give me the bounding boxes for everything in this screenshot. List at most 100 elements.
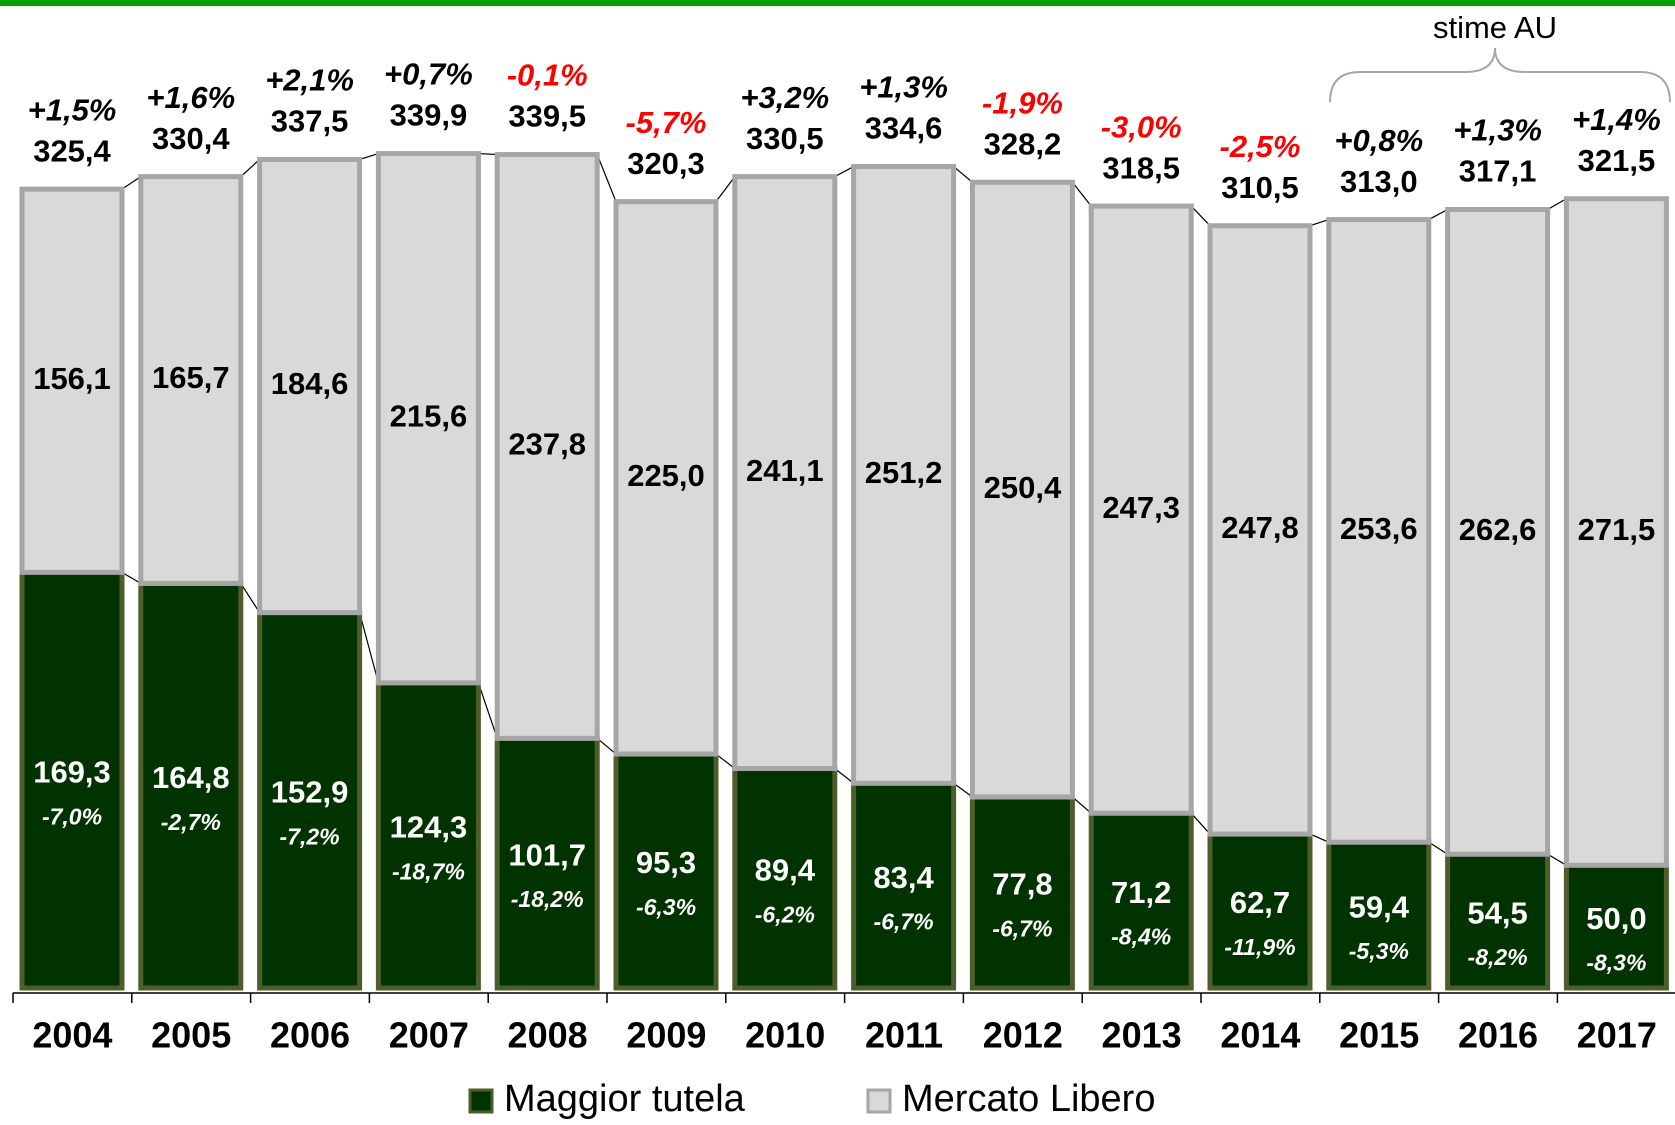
total-connector: [1310, 220, 1329, 226]
change-label: -18,2%: [511, 886, 584, 912]
segment-label: 225,0: [627, 458, 705, 493]
change-label: -7,0%: [42, 803, 102, 829]
segment-label: 184,6: [271, 366, 349, 401]
segment-label: 253,6: [1340, 511, 1418, 546]
x-tick-label: 2009: [626, 1015, 706, 1056]
x-tick-label: 2017: [1577, 1015, 1657, 1056]
segment-connector: [122, 572, 141, 583]
segment-label: 247,8: [1221, 510, 1299, 545]
total-change-label: -5,7%: [626, 105, 707, 140]
total-label: 310,5: [1221, 170, 1299, 205]
segment-connector: [1548, 854, 1567, 865]
total-label: 318,5: [1102, 150, 1180, 185]
total-change-label: +1,4%: [1572, 102, 1661, 137]
segment-label: 164,8: [152, 760, 230, 795]
total-connector: [1072, 182, 1091, 206]
total-change-label: +1,3%: [1453, 113, 1542, 148]
segment-connector: [1310, 834, 1329, 842]
x-tick-label: 2008: [508, 1015, 588, 1056]
change-label: -8,2%: [1468, 944, 1528, 970]
total-change-label: +1,5%: [28, 92, 117, 127]
total-change-label: -2,5%: [1220, 129, 1301, 164]
segment-connector: [954, 783, 973, 797]
segment-label: 50,0: [1586, 901, 1646, 936]
segment-label: 62,7: [1230, 885, 1290, 920]
segment-label: 251,2: [865, 455, 943, 490]
total-change-label: -1,9%: [982, 85, 1063, 120]
segment-connector: [1191, 813, 1210, 834]
segment-label: 247,3: [1102, 490, 1180, 525]
segment-label: 101,7: [508, 837, 586, 872]
legend-swatch: [868, 1090, 890, 1112]
total-label: 330,4: [152, 121, 230, 156]
total-change-label: +0,8%: [1334, 123, 1423, 158]
segment-label: 156,1: [33, 361, 111, 396]
total-label: 313,0: [1340, 164, 1418, 199]
total-label: 339,5: [508, 99, 586, 134]
legend-swatch: [470, 1090, 492, 1112]
total-connector: [835, 167, 854, 177]
change-label: -8,4%: [1111, 924, 1171, 950]
total-change-label: +3,2%: [740, 80, 829, 115]
top-bar: [0, 0, 1675, 6]
x-tick-label: 2013: [1102, 1015, 1182, 1056]
change-label: -5,3%: [1349, 938, 1409, 964]
total-connector: [1548, 199, 1567, 210]
segment-label: 54,5: [1467, 895, 1527, 930]
total-label: 339,9: [390, 98, 468, 133]
change-label: -2,7%: [161, 809, 221, 835]
segment-connector: [716, 754, 735, 768]
segment-label: 250,4: [984, 470, 1062, 505]
segment-label: 59,4: [1349, 889, 1410, 924]
total-connector: [954, 167, 973, 183]
segment-label: 95,3: [636, 845, 696, 880]
segment-label: 77,8: [992, 867, 1052, 902]
segment-label: 241,1: [746, 453, 824, 488]
x-tick-label: 2006: [270, 1015, 350, 1056]
change-label: -11,9%: [1224, 934, 1295, 960]
change-label: -8,3%: [1586, 950, 1646, 976]
segment-label: 271,5: [1578, 512, 1656, 547]
total-label: 321,5: [1578, 143, 1656, 178]
segment-connector: [835, 769, 854, 784]
total-connector: [1191, 206, 1210, 226]
segment-label: 83,4: [873, 860, 934, 895]
total-label: 330,5: [746, 121, 824, 156]
total-connector: [122, 177, 141, 190]
segment-connector: [597, 738, 616, 754]
total-connector: [597, 155, 616, 202]
total-label: 334,6: [865, 111, 943, 146]
annotation: stime AU: [1433, 10, 1557, 45]
total-connector: [360, 154, 379, 160]
total-label: 320,3: [627, 146, 705, 181]
x-tick-label: 2011: [865, 1015, 943, 1056]
segment-label: 89,4: [755, 852, 816, 887]
segment-label: 262,6: [1459, 512, 1537, 547]
change-label: -7,2%: [280, 823, 340, 849]
total-connector: [241, 159, 260, 176]
total-change-label: -0,1%: [507, 58, 588, 93]
segment-label: 215,6: [390, 398, 468, 433]
change-label: -6,7%: [874, 909, 934, 935]
x-tick-label: 2016: [1458, 1015, 1538, 1056]
x-tick-label: 2007: [389, 1015, 469, 1056]
total-connector: [478, 154, 497, 155]
x-tick-label: 2015: [1339, 1015, 1419, 1056]
segment-label: 169,3: [33, 754, 111, 789]
total-connector: [1429, 210, 1448, 220]
total-label: 317,1: [1459, 154, 1537, 189]
x-tick-label: 2012: [983, 1015, 1063, 1056]
change-label: -6,2%: [755, 901, 815, 927]
change-label: -6,7%: [992, 916, 1052, 942]
segment-label: 165,7: [152, 360, 230, 395]
segment-connector: [241, 583, 260, 612]
total-change-label: +1,6%: [146, 80, 235, 115]
change-label: -18,7%: [392, 858, 465, 884]
segment-connector: [1072, 797, 1091, 813]
total-change-label: +1,3%: [859, 70, 948, 105]
chart: stime AU 169,3-7,0%156,1325,4+1,5%200416…: [0, 0, 1675, 1125]
segment-label: 152,9: [271, 775, 349, 810]
segment-connector: [478, 683, 497, 738]
x-tick-label: 2014: [1220, 1015, 1300, 1056]
legend-label: Maggior tutela: [504, 1078, 746, 1120]
